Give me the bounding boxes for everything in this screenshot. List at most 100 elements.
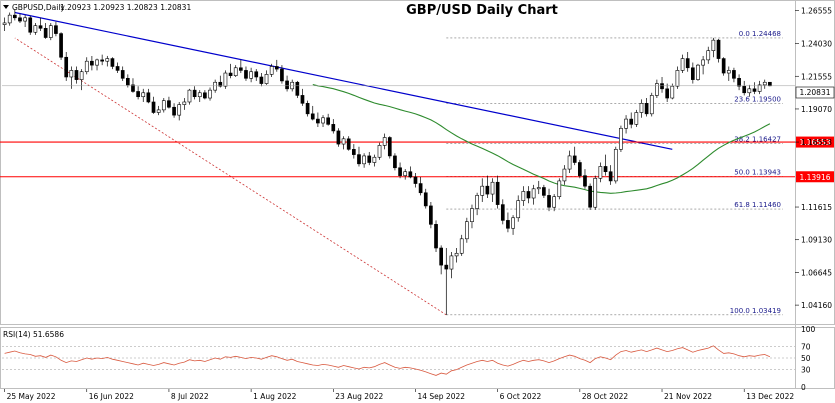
bearish-candle xyxy=(167,100,171,108)
bullish-candle xyxy=(84,60,89,73)
bearish-candle xyxy=(59,33,63,58)
bullish-candle xyxy=(449,255,454,270)
bullish-candle xyxy=(249,71,253,79)
bullish-candle xyxy=(470,208,474,223)
bullish-candle xyxy=(624,118,628,129)
bearish-candle xyxy=(18,17,22,22)
bearish-candle xyxy=(274,66,279,70)
bullish-candle xyxy=(223,72,228,87)
bullish-candle xyxy=(726,70,731,74)
bullish-candle xyxy=(213,81,217,91)
bearish-candle xyxy=(136,91,140,98)
bullish-candle xyxy=(141,92,146,98)
time-tick-label: 16 Jun 2022 xyxy=(89,392,134,401)
bearish-candle xyxy=(192,89,197,98)
price-tick-label: 1.06645 xyxy=(801,268,832,277)
bearish-candle xyxy=(737,78,741,87)
bullish-candle xyxy=(264,74,269,84)
bearish-candle xyxy=(526,191,531,199)
bullish-candle xyxy=(536,187,541,190)
bullish-candle xyxy=(269,66,274,75)
bullish-candle xyxy=(161,100,166,111)
bearish-trend-line xyxy=(14,11,673,150)
rsi-panel-frame xyxy=(0,327,835,389)
bearish-candle xyxy=(716,39,721,59)
bearish-candle xyxy=(660,83,664,90)
bearish-candle xyxy=(54,25,58,34)
bearish-candle xyxy=(115,66,120,71)
bullish-candle xyxy=(557,180,562,198)
bullish-candle xyxy=(490,181,495,195)
bearish-candle xyxy=(351,149,356,155)
last-price-box xyxy=(795,86,835,99)
bearish-candle xyxy=(588,185,592,208)
bullish-candle xyxy=(197,92,202,98)
price-tick-label: 1.09130 xyxy=(801,236,832,245)
fibonacci-level-label: 50.0 1.13943 xyxy=(734,168,781,176)
price-tick-label: 1.26555 xyxy=(801,6,832,15)
horizontal-level-label: 1.16553 xyxy=(799,138,830,147)
bearish-candle xyxy=(434,224,438,249)
bullish-candle xyxy=(655,83,659,96)
bullish-candle xyxy=(156,109,161,113)
bearish-candle xyxy=(74,70,79,80)
fibonacci-level-label: 38.2 1.16427 xyxy=(734,136,781,144)
bullish-candle xyxy=(377,145,382,158)
collapse-triangle-icon[interactable] xyxy=(3,5,9,9)
time-tick-label: 25 May 2022 xyxy=(7,392,56,401)
bullish-candle xyxy=(475,195,479,209)
bullish-candle xyxy=(33,25,38,33)
bearish-candle xyxy=(110,58,115,67)
bearish-candle xyxy=(398,167,402,176)
bearish-candle xyxy=(506,220,510,229)
bullish-candle xyxy=(7,14,12,24)
price-tick-label: 1.16553 xyxy=(801,138,832,147)
bullish-candle xyxy=(639,102,644,113)
ohlc-header: 1.20923 1.20923 1.20823 1.20831 xyxy=(60,3,191,12)
time-tick-label: 13 Dec 2022 xyxy=(746,392,794,401)
bearish-candle xyxy=(295,81,300,96)
bearish-candle xyxy=(228,72,233,76)
bullish-candle xyxy=(598,166,603,179)
bullish-candle xyxy=(521,191,526,201)
bullish-candle xyxy=(757,84,762,92)
bearish-candle xyxy=(732,70,736,79)
trendlines-group xyxy=(14,11,673,150)
bearish-candle xyxy=(742,85,747,94)
bearish-candle xyxy=(131,84,135,92)
bullish-candle xyxy=(403,171,408,176)
time-tick-label: 14 Sep 2022 xyxy=(417,392,465,401)
bearish-candle xyxy=(577,162,582,176)
time-tick-label: 28 Oct 2022 xyxy=(582,392,629,401)
bearish-candle xyxy=(439,247,444,266)
bearish-candle xyxy=(768,81,772,87)
horizontal-level-box xyxy=(796,136,834,148)
bullish-candle xyxy=(290,81,295,90)
bullish-candle xyxy=(187,89,192,103)
bearish-candle xyxy=(603,166,608,173)
bearish-candle xyxy=(326,117,331,125)
price-tick-label: 1.19070 xyxy=(801,105,832,114)
price-tick-label: 1.11615 xyxy=(801,203,832,212)
rsi-line xyxy=(4,345,771,376)
price-tick-label: 1.24030 xyxy=(801,40,832,49)
rsi-tick-label: 50 xyxy=(801,354,811,363)
price-tick-label: 1.21555 xyxy=(801,72,832,81)
bearish-candle xyxy=(644,102,649,115)
bullish-candle xyxy=(747,88,752,94)
fibonacci-level-label: 61.8 1.11460 xyxy=(734,201,781,209)
bearish-candle xyxy=(64,56,69,78)
bullish-candle xyxy=(95,59,99,66)
bullish-candle xyxy=(706,50,711,61)
bullish-candle xyxy=(701,59,705,66)
bullish-candle xyxy=(2,22,7,25)
time-tick-label: 8 Jul 2022 xyxy=(171,392,209,401)
bullish-candle xyxy=(48,25,53,38)
bearish-candle xyxy=(608,171,613,182)
fibonacci-level-label: 0.0 1.24468 xyxy=(739,30,781,38)
bearish-candle xyxy=(444,264,449,270)
fibonacci-level-label: 100.0 1.03419 xyxy=(730,307,781,315)
horizontal-level-box xyxy=(796,171,834,183)
bearish-candle xyxy=(100,59,104,62)
